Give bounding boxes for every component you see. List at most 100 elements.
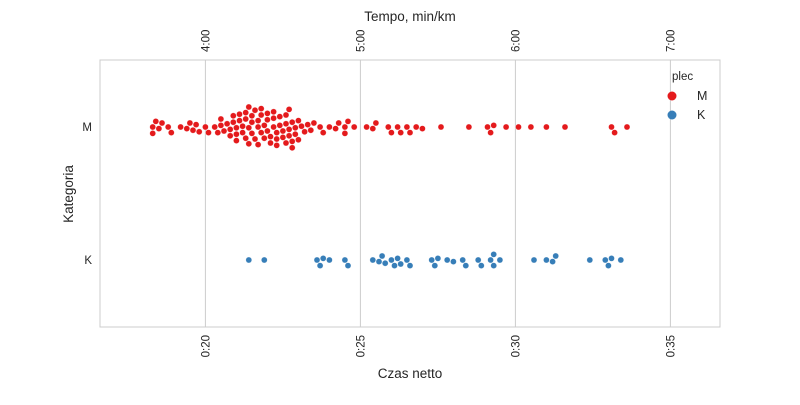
point-m	[301, 128, 308, 135]
x2-axis-title: Tempo, min/km	[364, 9, 456, 24]
legend-title: plec	[672, 71, 693, 83]
legend-marker-m	[667, 91, 677, 101]
point-k	[406, 262, 414, 269]
point-k	[496, 256, 504, 264]
point-m	[152, 118, 159, 125]
point-m	[196, 128, 203, 135]
point-m	[341, 130, 349, 137]
point-k	[434, 255, 442, 262]
x-tick-label: 0:35	[665, 335, 677, 357]
point-k	[320, 255, 327, 262]
point-m	[289, 144, 296, 151]
point-m	[406, 129, 414, 136]
point-m	[276, 122, 283, 129]
point-m	[623, 123, 631, 131]
point-k	[397, 260, 404, 268]
point-m	[267, 133, 274, 140]
point-m	[273, 129, 280, 136]
point-m	[236, 117, 243, 124]
point-m	[236, 111, 243, 118]
point-m	[413, 123, 420, 131]
point-m	[258, 129, 265, 136]
data-points	[149, 103, 631, 269]
x2-tick-label: 4:00	[200, 30, 212, 52]
point-k	[459, 256, 466, 264]
point-m	[611, 129, 618, 136]
y-axis-title: Kategoria	[61, 165, 76, 223]
point-m	[254, 123, 262, 131]
point-m	[292, 124, 299, 131]
point-m	[227, 126, 234, 133]
point-m	[254, 141, 262, 148]
y-tick-label: M	[82, 122, 92, 134]
point-m	[233, 131, 240, 138]
grid	[204, 60, 671, 327]
point-m	[242, 115, 249, 123]
point-m	[465, 123, 473, 131]
point-m	[403, 123, 411, 131]
point-k	[602, 256, 609, 264]
point-m	[282, 120, 290, 127]
point-m	[254, 117, 262, 124]
point-m	[158, 119, 166, 127]
point-m	[270, 108, 277, 115]
point-k	[605, 262, 612, 269]
point-k	[388, 256, 395, 264]
point-m	[502, 123, 510, 131]
point-m	[515, 123, 522, 131]
tick-labels: 0:20 4:00 0:25 5:00 0:30 6:00 0:35 7:00 M K	[82, 30, 677, 358]
point-m	[168, 129, 175, 136]
point-m	[223, 120, 231, 127]
point-m	[298, 123, 305, 130]
point-m	[279, 134, 287, 141]
point-m	[220, 127, 228, 135]
x-tick-label: 0:25	[355, 335, 367, 357]
point-m	[261, 135, 268, 142]
point-k	[261, 256, 268, 264]
point-k	[316, 262, 324, 269]
legend-label-k: K	[697, 108, 706, 122]
point-k	[382, 260, 389, 267]
point-m	[270, 123, 277, 131]
point-m	[561, 123, 569, 131]
point-m	[289, 138, 296, 145]
point-m	[258, 111, 265, 119]
point-m	[239, 123, 246, 130]
point-m	[307, 127, 314, 134]
point-k	[378, 252, 386, 260]
point-k	[552, 252, 559, 260]
point-m	[264, 110, 271, 117]
point-m	[437, 123, 445, 131]
point-m	[242, 135, 249, 142]
point-m	[264, 127, 271, 135]
point-m	[149, 130, 156, 137]
point-k	[586, 256, 593, 264]
point-m	[419, 125, 426, 132]
point-m	[245, 124, 252, 131]
point-m	[261, 122, 268, 129]
point-k	[549, 258, 556, 265]
x2-tick-label: 6:00	[510, 30, 522, 52]
point-m	[320, 129, 327, 136]
point-m	[344, 118, 352, 125]
point-m	[490, 122, 497, 129]
point-m	[251, 135, 259, 143]
point-m	[273, 142, 280, 149]
point-m	[527, 123, 535, 131]
point-m	[372, 119, 380, 127]
point-m	[484, 123, 491, 131]
point-m	[369, 125, 376, 132]
point-m	[326, 123, 333, 131]
point-m	[310, 119, 318, 127]
point-k	[490, 262, 497, 269]
point-m	[397, 129, 404, 136]
point-m	[177, 123, 184, 131]
point-k	[450, 258, 457, 265]
point-m	[608, 123, 615, 131]
point-m	[230, 119, 237, 126]
point-k	[475, 256, 482, 264]
legend-marker-k	[667, 110, 677, 120]
point-m	[270, 115, 277, 122]
point-m	[245, 140, 252, 147]
